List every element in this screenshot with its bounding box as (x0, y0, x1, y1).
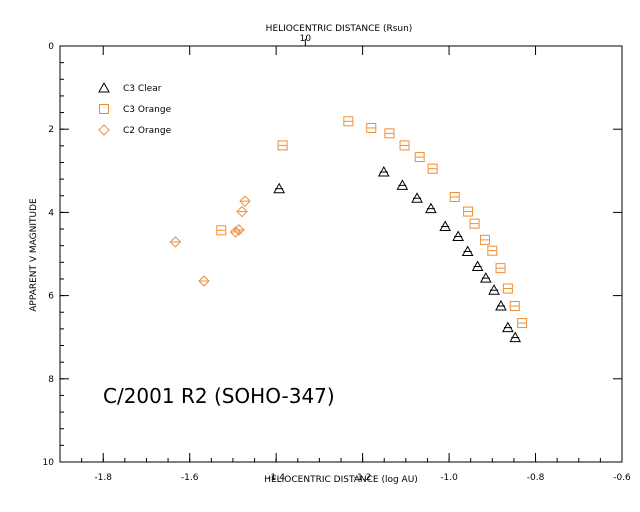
x-tick-label: -1.0 (440, 473, 458, 483)
square-marker (384, 128, 395, 139)
diamond-marker (236, 205, 248, 218)
data-point-square (517, 318, 528, 329)
data-point-triangle (479, 272, 492, 283)
x-axis-title: HELIOCENTRIC DISTANCE (log AU) (264, 475, 418, 485)
legend-label-c2-orange: C2 Orange (123, 126, 172, 136)
x-tick-label: -1.8 (94, 473, 112, 483)
legend-item-c3-clear: C3 Clear (98, 81, 162, 94)
data-point-square (414, 152, 425, 163)
data-point-triangle (439, 220, 452, 232)
y-tick-label: 0 (48, 42, 54, 52)
y-axis-title: APPARENT V MAGNITUDE (29, 198, 39, 312)
diamond-marker (239, 195, 251, 207)
square-marker (366, 122, 377, 133)
x-tick-label: -0.6 (613, 473, 631, 483)
data-point-triangle (425, 202, 437, 214)
square-marker (99, 104, 109, 114)
legend-item-c2-orange: C2 Orange (98, 124, 172, 136)
square-marker (277, 140, 288, 151)
data-point-square (384, 128, 395, 139)
data-point-diamond (233, 224, 245, 236)
data-point-diamond (98, 124, 110, 136)
data-point-triangle (273, 182, 286, 194)
data-point-square (277, 140, 288, 151)
axis-ticks: -1.8 -1.6 -1.4 -1.2 -1.0 -0.8 -0.6 0 2 4 6 8 10 10 (43, 34, 632, 483)
diamond-marker (198, 275, 210, 287)
data-point-square (343, 116, 354, 127)
data-point-square (399, 140, 410, 151)
data-point-square (469, 218, 480, 229)
data-point-triangle (461, 245, 474, 257)
legend: C3 Clear C3 Orange C2 Orange (98, 81, 172, 136)
data-point-square (487, 245, 498, 256)
square-marker (469, 218, 480, 229)
data-point-square (449, 192, 460, 203)
data-points (169, 116, 528, 343)
square-marker (427, 163, 438, 174)
diamond-marker (169, 236, 182, 248)
data-point-triangle (509, 331, 522, 343)
data-point-triangle (411, 192, 423, 203)
data-point-diamond (198, 275, 210, 287)
triangle-marker (98, 81, 110, 93)
legend-marker-square-icon (99, 104, 109, 114)
data-point-triangle (377, 166, 390, 177)
legend-label-c3-orange: C3 Orange (123, 105, 172, 115)
data-point-triangle (396, 179, 409, 190)
y-tick-label: 10 (43, 458, 55, 468)
data-point-square (216, 225, 227, 236)
diamond-marker (98, 124, 110, 136)
square-marker (502, 283, 513, 294)
x-tick-label: -1.2 (354, 473, 372, 483)
square-marker (495, 263, 506, 274)
data-point-triangle (488, 284, 500, 295)
diamond-marker (233, 224, 245, 236)
legend-marker-triangle-icon (98, 81, 110, 93)
data-point-square (495, 263, 506, 274)
legend-label-c3-clear: C3 Clear (123, 84, 162, 94)
data-point-triangle (471, 260, 484, 271)
data-point-diamond (236, 205, 248, 218)
data-point-triangle (452, 230, 465, 242)
y-tick-label: 4 (48, 208, 54, 218)
comet-annotation: C/2001 R2 (SOHO-347) (103, 384, 335, 408)
square-marker (414, 152, 425, 163)
square-marker (216, 225, 227, 236)
x-tick-label: -1.4 (267, 473, 285, 483)
series-c2-orange (169, 195, 251, 287)
square-marker (509, 301, 520, 311)
y-tick-label: 6 (48, 292, 54, 302)
series-c3-orange (216, 116, 528, 329)
square-marker (343, 116, 354, 127)
data-point-triangle (98, 81, 110, 93)
legend-item-c3-orange: C3 Orange (99, 104, 172, 115)
data-point-square (427, 163, 438, 174)
square-marker (399, 140, 410, 151)
legend-marker-diamond-icon (98, 124, 110, 136)
x-tick-label: -0.8 (527, 473, 545, 483)
data-point-square (479, 234, 490, 245)
y-tick-label: 8 (48, 375, 54, 385)
top-axis-tick-label: 10 (300, 34, 312, 44)
data-point-triangle (502, 321, 514, 333)
data-point-square (463, 206, 474, 217)
square-marker (517, 318, 528, 329)
data-point-square (366, 122, 377, 133)
data-point-triangle (495, 299, 507, 311)
square-marker (449, 192, 460, 203)
series-c3-clear (273, 166, 522, 343)
data-point-square (99, 104, 109, 114)
y-tick-label: 2 (48, 125, 54, 135)
data-point-square (509, 301, 520, 311)
data-point-square (502, 283, 513, 294)
square-marker (463, 206, 474, 217)
x-tick-label: -1.6 (181, 473, 199, 483)
square-marker (479, 234, 490, 245)
data-point-diamond (169, 236, 182, 248)
data-point-diamond (239, 195, 251, 207)
top-axis-title: HELIOCENTRIC DISTANCE (Rsun) (266, 24, 413, 34)
square-marker (487, 245, 498, 256)
